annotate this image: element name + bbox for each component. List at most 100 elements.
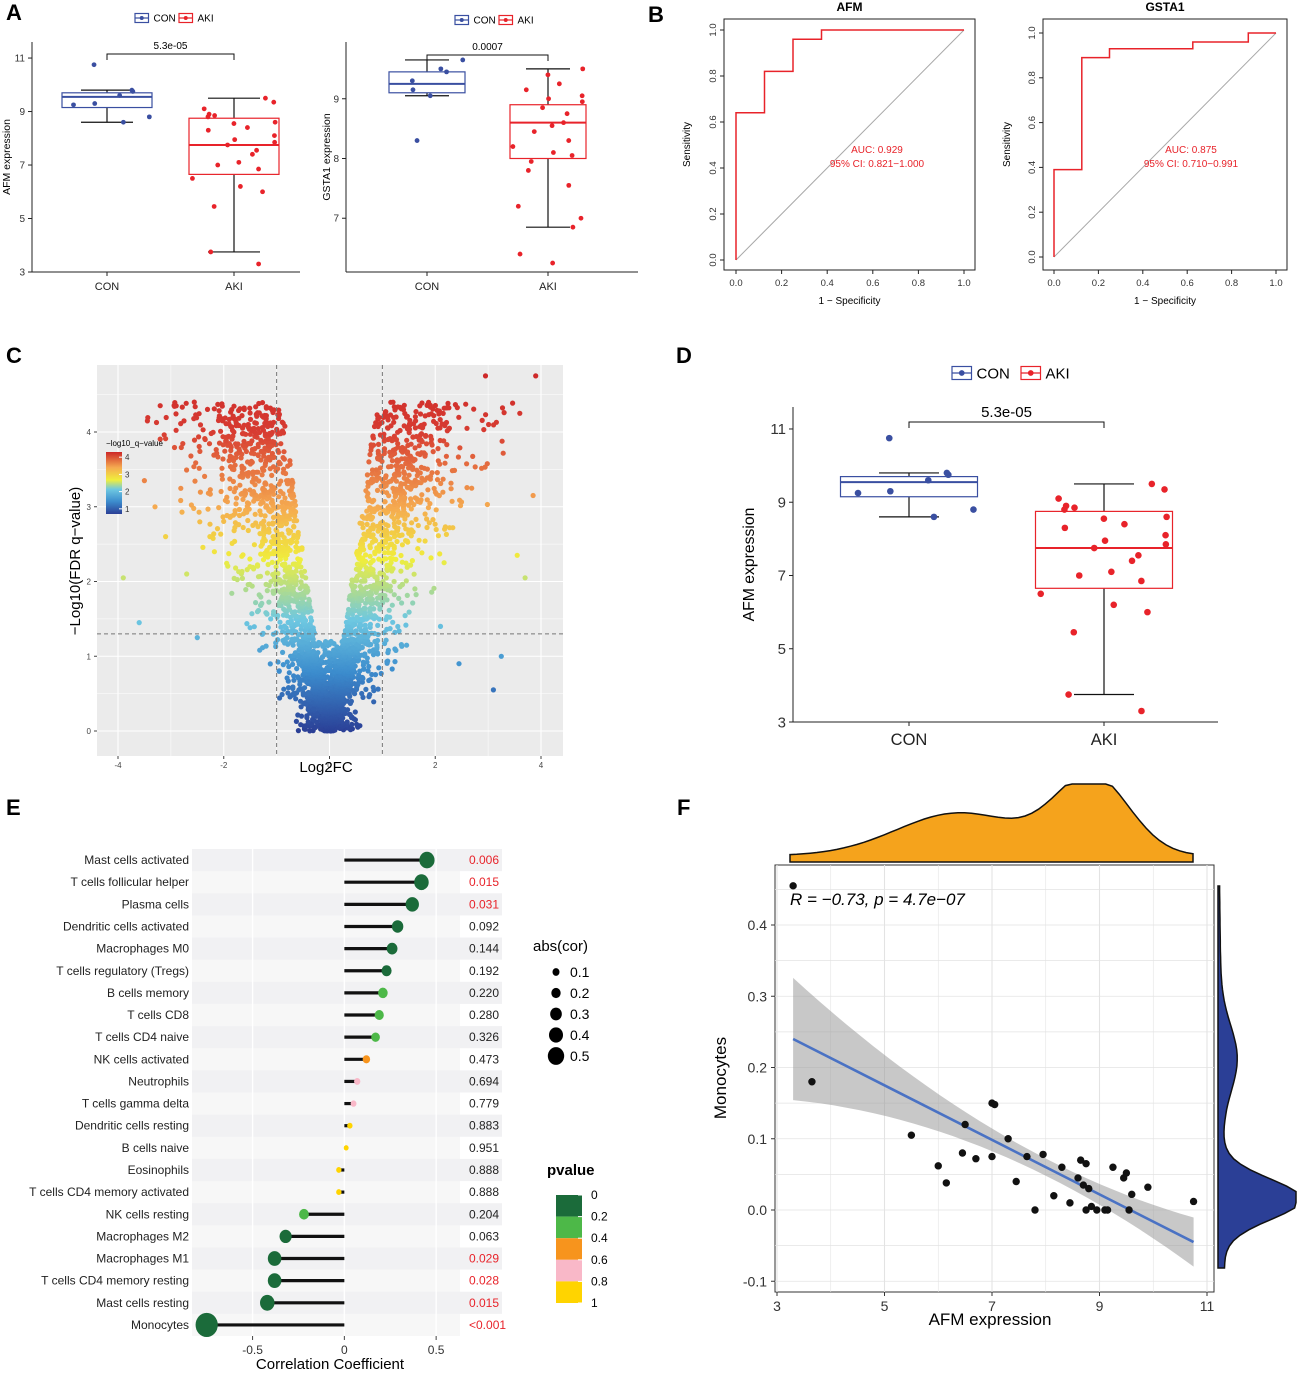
- gene-point: [392, 659, 398, 665]
- gene-point: [265, 561, 271, 568]
- gene-point: [306, 596, 312, 602]
- data-point: [1066, 1199, 1074, 1207]
- gene-point: [178, 444, 184, 451]
- data-point-aki: [1071, 504, 1078, 512]
- data-point-con: [444, 69, 449, 75]
- colorbar-tick-label: 2: [125, 488, 130, 497]
- gene-point: [247, 581, 253, 588]
- gene-point: [404, 592, 410, 599]
- data-point-con: [120, 119, 126, 125]
- gene-point: [455, 454, 461, 460]
- data-point-aki: [1090, 544, 1098, 552]
- x-tick-label: 5: [881, 1298, 889, 1314]
- p-value-label: 0.326: [469, 1030, 499, 1044]
- x-tick-label: 0.2: [1092, 278, 1105, 289]
- gene-point: [218, 428, 224, 434]
- gene-point: [425, 505, 431, 511]
- gene-point: [357, 520, 363, 526]
- gene-point: [399, 542, 405, 548]
- y-tick-label: 11: [15, 54, 26, 65]
- data-point: [1074, 1174, 1082, 1182]
- gene-point: [221, 518, 227, 525]
- y-tick-label: -0.1: [743, 1273, 767, 1289]
- cell-type-label: Mast cells activated: [84, 853, 189, 867]
- gene-point: [386, 607, 392, 613]
- y-tick-label: 0.8: [708, 69, 719, 82]
- gene-point: [437, 425, 443, 431]
- gene-point: [291, 673, 297, 679]
- y-tick-label: 5: [19, 214, 25, 225]
- gene-point: [412, 477, 418, 483]
- y-axis-label: AFM expression: [1, 119, 13, 195]
- data-point-aki: [205, 127, 211, 133]
- gene-point: [263, 581, 269, 588]
- cell-type-label: Monocytes: [131, 1318, 189, 1332]
- gene-point: [421, 421, 427, 427]
- gene-point: [443, 419, 450, 426]
- gene-point: [219, 401, 225, 407]
- gene-point: [257, 508, 263, 514]
- gene-point: [470, 453, 476, 459]
- gene-point: [364, 472, 370, 478]
- data-point: [1031, 1206, 1039, 1214]
- legend-label-con: CON: [154, 14, 176, 25]
- colorbar-tick-label: 3: [125, 470, 130, 479]
- y-tick-label: 5: [778, 641, 786, 658]
- gene-point: [289, 477, 295, 483]
- roc-curve: [735, 29, 964, 260]
- data-point: [1144, 1183, 1152, 1191]
- cell-type-label: T cells CD4 memory activated: [29, 1185, 189, 1199]
- gene-point: [196, 465, 202, 471]
- gene-point: [430, 449, 436, 455]
- data-point: [1079, 1181, 1088, 1189]
- gene-point: [202, 436, 208, 442]
- data-point: [1122, 1169, 1131, 1177]
- gene-point: [271, 609, 277, 615]
- gene-point: [391, 404, 397, 410]
- gene-point: [255, 426, 261, 432]
- data-point: [808, 1078, 816, 1086]
- data-point-aki: [225, 142, 230, 148]
- gene-point: [200, 427, 206, 433]
- gene-point: [279, 428, 286, 434]
- x-tick-label: 3: [773, 1298, 781, 1314]
- gene-point: [412, 445, 418, 451]
- gene-point: [424, 497, 430, 503]
- gene-point: [250, 469, 256, 475]
- data-point-aki: [531, 129, 537, 135]
- data-point-con: [117, 93, 123, 98]
- gene-point: [218, 531, 224, 537]
- gene-point: [387, 412, 394, 418]
- gene-point: [252, 420, 258, 426]
- gene-point: [232, 538, 238, 545]
- x-tick-label: AKI: [539, 281, 557, 293]
- gene-point: [253, 520, 259, 526]
- x-tick-label: -2: [220, 761, 228, 770]
- gene-point: [437, 551, 443, 557]
- gene-point: [369, 467, 376, 473]
- x-tick-label: 0: [327, 761, 332, 770]
- gene-point: [432, 402, 438, 409]
- gene-point: [219, 472, 225, 478]
- size-legend-dot: [551, 987, 561, 999]
- gene-point: [153, 419, 160, 426]
- colorbar-tick-label: 4: [125, 453, 130, 462]
- gene-point: [375, 504, 381, 510]
- gene-point: [266, 521, 272, 527]
- gene-point: [426, 399, 432, 405]
- lollipop-dot: [350, 1100, 357, 1107]
- colorbar: [106, 452, 122, 514]
- gene-point: [360, 659, 366, 665]
- p-value-label: 0.144: [469, 942, 499, 956]
- box-con: [61, 92, 153, 109]
- x-tick-label: CON: [891, 731, 928, 749]
- gene-point: [246, 470, 252, 476]
- gene-point: [275, 637, 281, 643]
- plot-frame: [1042, 18, 1288, 271]
- gene-point: [377, 511, 383, 517]
- gene-point: [500, 450, 506, 456]
- gene-point: [408, 506, 414, 512]
- panel-label-a: A: [6, 0, 22, 25]
- gene-point: [263, 643, 269, 649]
- gene-point: [207, 521, 213, 527]
